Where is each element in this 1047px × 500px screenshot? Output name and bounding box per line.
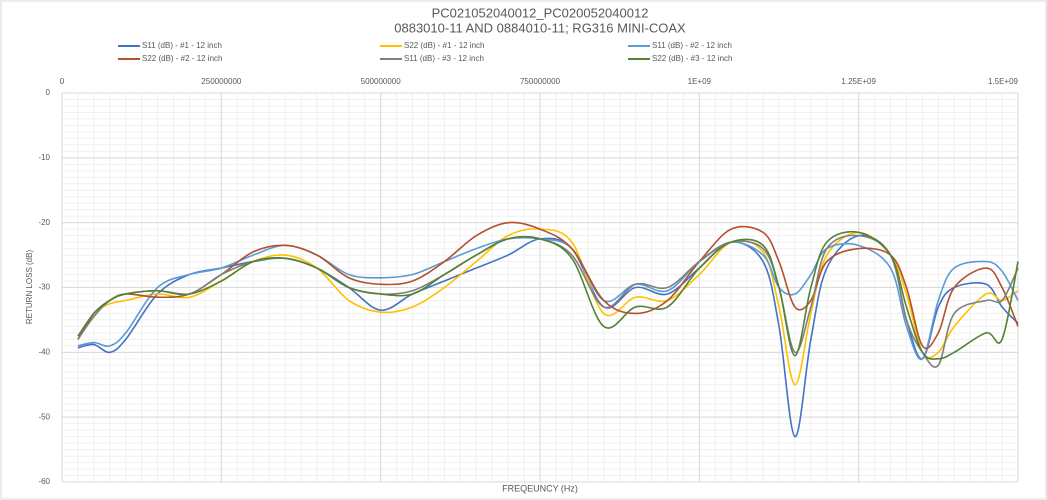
x-tick-label: 1.5E+09 (988, 77, 1019, 86)
legend-label: S22 (dB) - #3 - 12 inch (652, 54, 732, 63)
legend-label: S11 (dB) - #3 - 12 inch (404, 54, 484, 63)
legend-label: S11 (dB) - #1 - 12 inch (142, 41, 222, 50)
y-tick-label: -60 (38, 477, 50, 486)
legend-label: S11 (dB) - #2 - 12 inch (652, 41, 732, 50)
y-axis-label: RETURN LOSS (dB) (25, 250, 34, 325)
y-tick-label: -20 (38, 218, 50, 227)
chart-subtitle: 0883010-11 AND 0884010-11; RG316 MINI-CO… (394, 20, 686, 35)
x-axis-label: FREQEUNCY (Hz) (502, 483, 578, 493)
y-tick-label: -10 (38, 153, 50, 162)
x-tick-label: 0 (60, 77, 65, 86)
x-tick-label: 500000000 (361, 77, 402, 86)
legend-label: S22 (dB) - #1 - 12 inch (404, 41, 484, 50)
y-tick-label: -40 (38, 347, 50, 356)
y-tick-label: -30 (38, 283, 50, 292)
chart-title: PC021052040012_PC020052040012 (432, 5, 649, 20)
series-line (77, 234, 1019, 368)
series-line (77, 230, 1019, 360)
y-tick-label: 0 (46, 88, 51, 97)
legend-label: S22 (dB) - #2 - 12 inch (142, 54, 222, 63)
x-tick-label: 1E+09 (688, 77, 712, 86)
x-tick-label: 1.25E+09 (841, 77, 876, 86)
x-tick-label: 750000000 (520, 77, 561, 86)
x-tick-label: 250000000 (201, 77, 242, 86)
y-tick-label: -50 (38, 412, 50, 421)
